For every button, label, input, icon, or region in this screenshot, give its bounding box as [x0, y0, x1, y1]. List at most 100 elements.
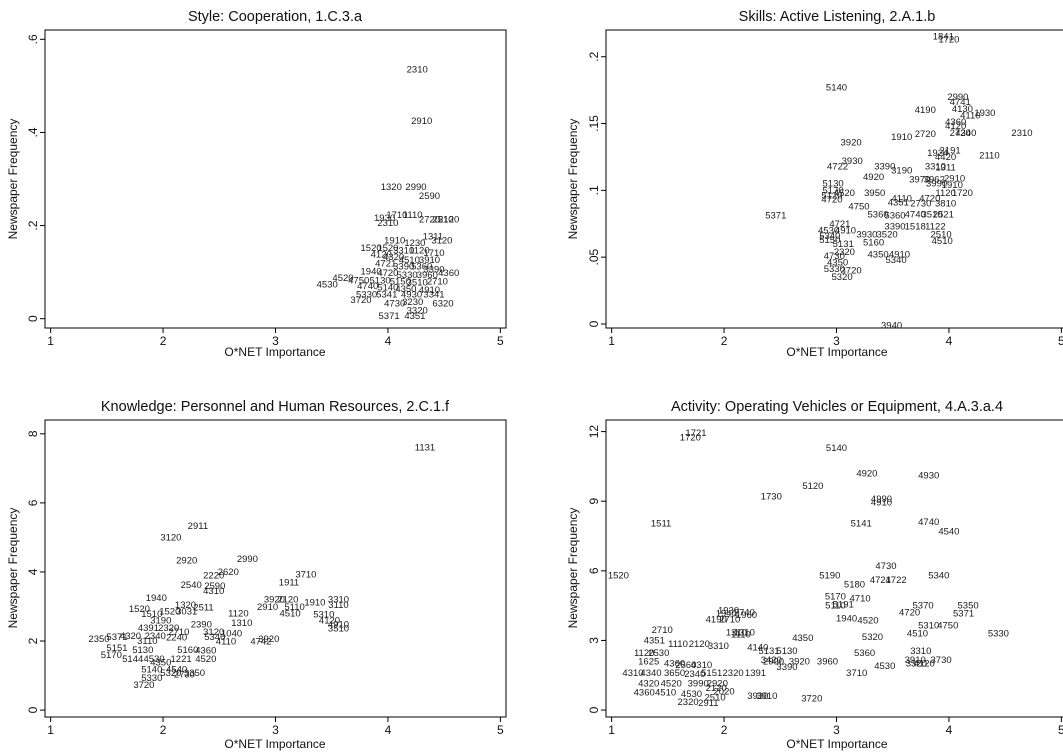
- point-label: 3120: [203, 627, 224, 638]
- point-label: 5330: [824, 264, 845, 275]
- scatter-panel-personnel: Knowledge: Personnel and Human Resources…: [6, 399, 507, 751]
- point-label: 2310: [377, 218, 398, 229]
- point-label: 4730: [824, 251, 845, 262]
- point-label: 2710: [168, 627, 189, 638]
- point-label: 4720: [821, 195, 842, 206]
- point-label: 4530: [144, 654, 165, 665]
- x-tick-label: 1: [608, 723, 615, 737]
- point-label: 5371: [106, 632, 127, 643]
- point-label: 3341: [423, 290, 444, 301]
- point-label: 2730: [174, 670, 195, 681]
- point-label: 2020: [714, 687, 735, 698]
- point-label: 4110: [891, 193, 911, 204]
- point-label: 4351: [404, 311, 425, 322]
- point-label: 4722: [886, 575, 907, 586]
- point-label: 2540: [181, 580, 202, 591]
- y-tick-label: 3: [587, 637, 601, 644]
- point-label: 5170: [101, 650, 122, 661]
- point-label: 4910: [328, 619, 349, 630]
- point-label: 3910: [905, 655, 926, 666]
- point-label: 4350: [792, 633, 813, 644]
- point-label: 3120: [431, 236, 452, 247]
- point-label: 4750: [348, 276, 369, 287]
- point-label: 2120: [438, 215, 459, 226]
- chart-title: Skills: Active Listening, 2.A.1.b: [739, 9, 936, 25]
- point-label: 2620: [218, 567, 239, 578]
- point-label: 3310: [328, 595, 349, 606]
- point-label: 4540: [938, 526, 959, 537]
- point-label: 5320: [862, 632, 883, 643]
- point-label: 2110: [979, 151, 999, 162]
- point-label: 4120: [945, 121, 966, 132]
- point-label: 4520: [195, 654, 216, 665]
- point-label: 4310: [203, 586, 224, 597]
- point-label: 3940: [881, 320, 902, 331]
- point-label: 2990: [947, 92, 968, 103]
- point-label: 1040: [221, 628, 242, 639]
- x-tick-label: 2: [160, 723, 167, 737]
- point-label: 1910: [384, 236, 405, 247]
- y-tick-label: .15: [587, 115, 601, 132]
- point-label: 5110: [825, 601, 845, 612]
- point-label: 5160: [177, 645, 198, 656]
- point-label: 5340: [886, 255, 907, 266]
- point-label: 2120: [689, 639, 710, 650]
- point-label: 3730: [931, 655, 952, 666]
- point-label: 1320: [381, 182, 402, 193]
- scatter-panel-active-listening: Skills: Active Listening, 2.A.1.b 1 2 3 4 5 0…: [566, 9, 1063, 359]
- point-label: 4750: [848, 201, 869, 212]
- point-label: 1940: [836, 613, 857, 624]
- point-label: 4530: [317, 280, 338, 291]
- point-label: 1131: [415, 443, 435, 454]
- axis-ticks: 1 2 3 4 5 0 .05 .1 .15 .2: [587, 51, 1063, 348]
- x-tick-label: 4: [946, 723, 953, 737]
- point-label: 4710: [850, 594, 871, 605]
- point-label: 4350: [868, 250, 889, 261]
- x-axis-label: O*NET Importance: [786, 345, 887, 359]
- point-label: 3970: [909, 175, 930, 186]
- point-label: 5340: [928, 571, 949, 582]
- point-label: 3910: [756, 691, 777, 702]
- point-label: 3031: [176, 606, 197, 617]
- point-label: 5150: [819, 235, 840, 246]
- point-label: 3920: [841, 137, 862, 148]
- point-label: 4360: [634, 688, 655, 699]
- point-label: 2720: [950, 128, 971, 139]
- point-label: 5360: [411, 262, 432, 273]
- point-label: 4510: [280, 608, 301, 619]
- point-label: 3320: [407, 305, 428, 316]
- point-label: 1310: [231, 618, 252, 629]
- point-label: 3710: [295, 570, 316, 581]
- point-label: 3650: [664, 668, 685, 679]
- point-label: 3110: [137, 636, 157, 647]
- point-label: 4720: [919, 193, 940, 204]
- point-label: 5130: [776, 646, 797, 657]
- point-label: 4722: [827, 161, 848, 172]
- point-label: 1910: [891, 132, 912, 143]
- point-label: 2320: [158, 623, 179, 634]
- point-label: 4720: [899, 608, 920, 619]
- point-label: 5330: [397, 270, 418, 281]
- point-label: 1841: [933, 32, 954, 43]
- point-label: 4320: [383, 252, 404, 263]
- point-label: 2220: [203, 570, 224, 581]
- point-label: 3990: [926, 179, 947, 190]
- point-label: 4310: [622, 668, 643, 679]
- axis-ticks: 1 2 3 4 5 0 2 4 6 8: [26, 430, 504, 737]
- point-label: 4120: [319, 615, 340, 626]
- point-label: 5190: [819, 571, 840, 582]
- x-tick-label: 2: [721, 334, 728, 348]
- point-label: 1320: [175, 600, 196, 611]
- y-tick-label: 0: [26, 706, 40, 713]
- point-label: 3720: [841, 266, 862, 277]
- point-label: 2911: [188, 521, 208, 532]
- point-label: 4721: [829, 219, 850, 230]
- plot-frame: [44, 419, 507, 718]
- point-label: 2340: [684, 669, 705, 680]
- point-label: 4520: [332, 273, 353, 284]
- point-label: 2530: [648, 648, 669, 659]
- y-tick-label: .1: [587, 185, 601, 195]
- point-label: 2521: [933, 209, 954, 220]
- point-label: 3920: [789, 656, 810, 667]
